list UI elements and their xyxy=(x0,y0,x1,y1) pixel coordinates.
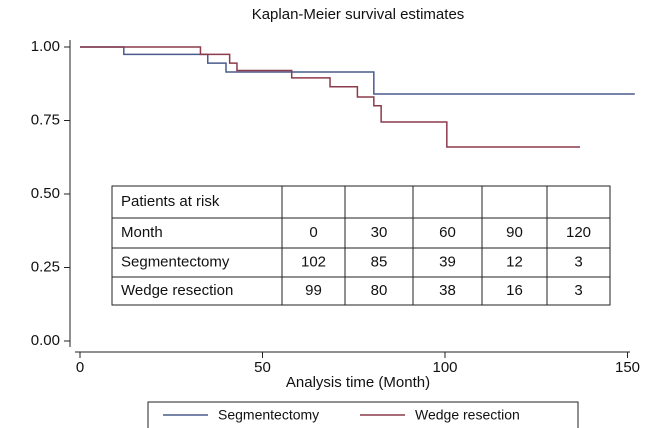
table-value: 30 xyxy=(371,224,388,241)
table-value: 80 xyxy=(371,282,388,299)
y-tick-label: 0.25 xyxy=(31,258,60,275)
table-value: 3 xyxy=(574,282,582,299)
table-value: 12 xyxy=(506,253,523,270)
survival-line xyxy=(80,46,581,148)
table-cell xyxy=(546,276,611,306)
survival-line xyxy=(80,46,635,95)
table-value: 16 xyxy=(506,282,523,299)
table-value: 99 xyxy=(305,282,322,299)
y-tick-label: 1.00 xyxy=(31,38,60,55)
row-label: Wedge resection xyxy=(121,282,233,299)
x-tick-label: 50 xyxy=(254,359,271,376)
table-value: 90 xyxy=(506,224,523,241)
table-value: 120 xyxy=(566,224,591,241)
row-label: Segmentectomy xyxy=(121,253,230,270)
y-tick-label: 0.75 xyxy=(31,111,60,128)
x-tick-label: 150 xyxy=(615,359,640,376)
table-value: 0 xyxy=(309,224,317,241)
x-tick-label: 0 xyxy=(76,359,84,376)
y-tick-label: 0.50 xyxy=(31,185,60,202)
table-value: 38 xyxy=(439,282,456,299)
chart-title: Kaplan-Meier survival estimates xyxy=(252,6,465,23)
y-tick-label: 0.00 xyxy=(31,332,60,349)
table-value: 102 xyxy=(301,253,326,270)
x-axis-title: Analysis time (Month) xyxy=(286,374,430,391)
x-tick-label: 100 xyxy=(432,359,457,376)
table-value: 39 xyxy=(439,253,456,270)
table-value: 3 xyxy=(574,253,582,270)
legend-label: Wedge resection xyxy=(415,407,520,423)
table-value: 60 xyxy=(439,224,456,241)
table-title: Patients at risk xyxy=(121,193,220,210)
row-label: Month xyxy=(121,224,163,241)
legend-label: Segmentectomy xyxy=(218,407,319,423)
table-value: 85 xyxy=(371,253,388,270)
